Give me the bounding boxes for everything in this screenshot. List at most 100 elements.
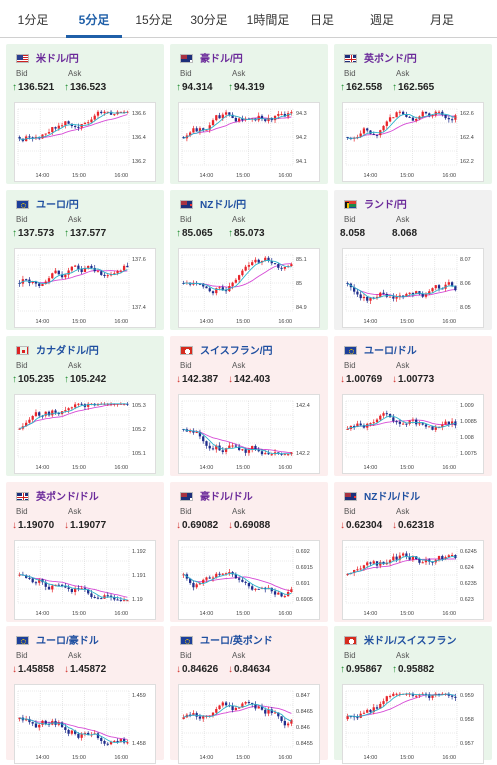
tab-4[interactable]: 1時間足 [246,13,290,27]
pair-title[interactable]: NZドル/円 [180,196,246,211]
mini-chart[interactable]: 85.1 85 84.9 14:00 15:00 16:00 [178,248,320,328]
candle [18,135,21,142]
candle [375,134,379,139]
x-tick-label: 16:00 [442,465,456,471]
pair-title[interactable]: ランド/円 [344,196,407,211]
candle [444,555,447,561]
candle [25,278,28,281]
candle [221,701,224,708]
arrow-down-icon: ↓ [228,374,233,385]
arrow-up-icon: ↑ [340,664,345,675]
pair-title[interactable]: スイスフラン/円 [180,342,272,357]
rate-card[interactable]: ランド/円 Bid Ask 8.058 8.068 8.07 8.06 8.05 14:00 15… [334,190,492,330]
moving-average-short [183,113,292,139]
candle [70,406,74,411]
mini-chart[interactable]: 0.692 0.6915 0.691 0.6905 14:00 15:00 16:00 [178,540,320,620]
candle [202,435,205,444]
tab-3[interactable]: 30分足 [190,13,228,27]
bid-label: Bid [180,651,192,660]
x-tick-label: 14:00 [36,611,50,617]
mini-chart[interactable]: 0.6245 0.624 0.6235 0.623 14:00 15:00 16:00 [342,540,484,620]
mini-chart[interactable]: 1.192 1.191 1.19 14:00 15:00 16:00 [14,540,156,620]
candle [234,443,238,448]
pair-title[interactable]: 豪ドル/円 [180,50,243,65]
rate-card[interactable]: 米ドル/円 Bid Ask ↑136.521 ↑136.523 136.6 136.4 136… [6,44,164,184]
candle [444,419,447,425]
pair-title[interactable]: ユーロ/豪ドル [16,632,99,647]
mini-chart[interactable]: 0.847 0.8465 0.846 0.8455 14:00 15:00 16:00 [178,684,320,764]
rate-card[interactable]: スイスフラン/円 Bid Ask ↓142.387 ↓142.403 142.4 142.2… [170,336,328,476]
x-tick-label: 14:00 [364,319,378,325]
rate-card[interactable]: 豪ドル/ドル Bid Ask ↓0.69082 ↓0.69088 0.692 0.6915 0… [170,482,328,622]
pair-title[interactable]: ユーロ/英ポンド [180,632,273,647]
rate-card[interactable]: 米ドル/スイスフラン Bid Ask ↑0.95867 ↑0.95882 0.959 0.9… [334,626,492,764]
mini-chart[interactable]: 0.959 0.958 0.957 14:00 15:00 16:00 [342,684,484,764]
rate-card[interactable]: 英ポンド/ドル Bid Ask ↓1.19070 ↓1.19077 1.192 1.191 1… [6,482,164,622]
mini-chart[interactable]: 136.6 136.4 136.2 14:00 15:00 16:00 [14,102,156,182]
ask-price: 8.068 [392,228,417,239]
rate-card[interactable]: ユーロ/円 Bid Ask ↑137.573 ↑137.577 137.6 137.4 14:… [6,190,164,330]
y-tick-label: 0.8465 [296,709,313,715]
candle [106,742,109,746]
y-tick-label: 137.4 [132,305,146,311]
candle [211,575,215,582]
candle [93,595,96,599]
pair-title[interactable]: カナダドル/円 [16,342,99,357]
candle [359,565,362,572]
x-tick-label: 14:00 [200,611,214,617]
bid-price: ↓1.19070 [12,520,54,531]
tab-1[interactable]: 5分足 [66,0,122,38]
eu-flag-icon [16,636,29,645]
mini-chart[interactable]: 137.6 137.4 14:00 15:00 16:00 [14,248,156,328]
rate-card[interactable]: ユーロ/ドル Bid Ask ↓1.00769 ↓1.00773 1.009 1.0085 1… [334,336,492,476]
mini-chart[interactable]: 142.4 142.2 14:00 15:00 16:00 [178,394,320,474]
mini-chart[interactable]: 8.07 8.06 8.05 14:00 15:00 16:00 [342,248,484,328]
tab-6[interactable]: 週足 [369,13,394,27]
moving-average-long [347,114,456,139]
tab-7[interactable]: 月足 [429,13,454,27]
rate-card[interactable]: ユーロ/英ポンド Bid Ask ↓0.84626 ↓0.84634 0.847 0.846… [170,626,328,764]
pair-title[interactable]: 英ポンド/円 [344,50,417,65]
x-tick-label: 15:00 [72,465,86,471]
y-tick-label: 0.958 [460,717,474,723]
x-tick-label: 15:00 [72,755,86,761]
pair-title[interactable]: 米ドル/円 [16,50,79,65]
rate-card[interactable]: NZドル/ドル Bid Ask ↓0.62304 ↓0.62318 0.6245 0.624… [334,482,492,622]
mini-chart[interactable]: 1.459 1.458 14:00 15:00 16:00 [14,684,156,764]
moving-average-long [183,573,292,592]
moving-average-short [183,259,292,291]
ask-price-value: 94.319 [234,82,265,93]
pair-title[interactable]: ユーロ/円 [16,196,79,211]
bid-price-value: 8.058 [340,228,366,239]
pair-title[interactable]: 英ポンド/ドル [16,488,99,503]
candle [51,126,54,136]
pair-title[interactable]: 米ドル/スイスフラン [344,632,456,647]
rate-card[interactable]: 豪ドル/円 Bid Ask ↑94.314 ↑94.319 94.3 94.2 94.1 14:… [170,44,328,184]
mini-chart[interactable]: 162.6 162.4 162.2 14:00 15:00 16:00 [342,102,484,182]
candle [450,552,454,557]
candle [185,427,189,432]
pair-title[interactable]: 豪ドル/ドル [180,488,253,503]
ask-price-value: 137.577 [70,228,107,239]
tab-2[interactable]: 15分足 [135,13,173,27]
bid-price-value: 85.065 [182,228,213,239]
ask-price: ↑105.242 [64,374,106,385]
candle [375,294,379,300]
bid-label: Bid [344,69,356,78]
rate-card[interactable]: NZドル/円 Bid Ask ↑85.065 ↑85.073 85.1 85 84.9 14:0… [170,190,328,330]
tab-0[interactable]: 1分足 [17,13,49,27]
moving-average-long [19,574,128,598]
pair-title[interactable]: ユーロ/ドル [344,342,417,357]
pair-title[interactable]: NZドル/ドル [344,488,420,503]
tab-5[interactable]: 日足 [309,13,334,27]
candle [67,584,70,592]
mini-chart[interactable]: 1.009 1.0085 1.008 1.0075 14:00 15:00 16:00 [342,394,484,474]
candle [218,112,221,119]
rate-card[interactable]: ユーロ/豪ドル Bid Ask ↓1.45858 ↓1.45872 1.459 1.458 1… [6,626,164,764]
mini-chart[interactable]: 94.3 94.2 94.1 14:00 15:00 16:00 [178,102,320,182]
pair-name: 豪ドル/円 [200,54,243,65]
mini-chart[interactable]: 105.3 105.2 105.1 14:00 15:00 16:00 [14,394,156,474]
rate-card[interactable]: 英ポンド/円 Bid Ask ↑162.558 ↑162.565 162.6 162.4 16… [334,44,492,184]
candle [388,296,392,298]
rate-card[interactable]: カナダドル/円 Bid Ask ↑105.235 ↑105.242 105.3 105.2 1… [6,336,164,476]
